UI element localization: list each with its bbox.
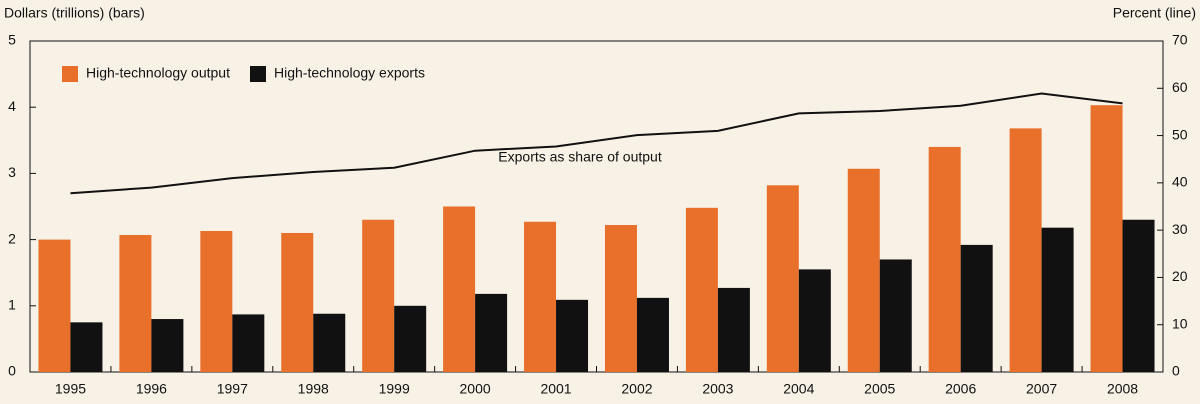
y2-tick-label: 0 [1172, 363, 1180, 379]
x-tick-label: 2000 [460, 381, 491, 397]
bar [636, 297, 669, 372]
bar [232, 314, 265, 372]
y2-tick-label: 30 [1172, 221, 1188, 237]
bar [556, 299, 589, 372]
y-tick-label: 2 [8, 230, 16, 246]
x-tick-label: 1998 [298, 381, 329, 397]
bar [1009, 128, 1042, 372]
annotation: Exports as share of output [498, 149, 662, 165]
x-tick-label: 2005 [864, 381, 895, 397]
bar [604, 225, 637, 372]
bar [313, 313, 346, 372]
bar [1090, 105, 1123, 373]
x-tick-label: 2002 [621, 381, 652, 397]
bar [151, 319, 184, 372]
bar [362, 219, 395, 372]
legend-label: High-technology exports [274, 65, 425, 81]
x-tick-label: 2004 [783, 381, 814, 397]
bar [1041, 227, 1074, 372]
bar [70, 322, 103, 372]
bar [960, 244, 993, 372]
bar [766, 185, 799, 372]
y-tick-label: 0 [8, 363, 16, 379]
bar [798, 269, 831, 372]
bar [443, 206, 476, 372]
legend-swatch [250, 66, 266, 82]
y2-tick-label: 50 [1172, 126, 1188, 142]
bar [475, 293, 508, 372]
x-tick-label: 1995 [55, 381, 86, 397]
x-tick-label: 2006 [945, 381, 976, 397]
bar [119, 234, 152, 372]
x-tick-label: 2003 [702, 381, 733, 397]
x-tick-label: 1997 [217, 381, 248, 397]
y2-tick-label: 20 [1172, 268, 1188, 284]
y-tick-label: 3 [8, 164, 16, 180]
bar [717, 287, 750, 372]
bar [524, 221, 557, 372]
bar [685, 207, 718, 372]
y-axis-label: Dollars (trillions) (bars) [4, 5, 145, 21]
x-tick-label: 2008 [1107, 381, 1138, 397]
bar [847, 168, 880, 372]
y2-tick-label: 10 [1172, 315, 1188, 331]
x-tick-label: 1999 [379, 381, 410, 397]
y2-axis-label: Percent (line) [1113, 5, 1196, 21]
legend-swatch [62, 66, 78, 82]
y-tick-label: 5 [8, 32, 16, 48]
y2-tick-label: 40 [1172, 174, 1188, 190]
bar [1122, 219, 1155, 372]
bar [281, 232, 314, 372]
bar [200, 230, 233, 372]
x-tick-label: 1996 [136, 381, 167, 397]
line [70, 92, 1123, 195]
y2-tick-label: 70 [1172, 32, 1188, 48]
y-tick-label: 4 [8, 98, 16, 114]
y-tick-label: 1 [8, 297, 16, 313]
plot-frame [29, 40, 1164, 373]
y2-tick-label: 60 [1172, 79, 1188, 95]
x-tick-label: 2001 [540, 381, 571, 397]
bar [879, 259, 912, 372]
legend-label: High-technology output [86, 65, 230, 81]
x-tick-label: 2007 [1026, 381, 1057, 397]
bar [928, 146, 961, 372]
bar [38, 239, 71, 372]
bar [394, 305, 427, 372]
